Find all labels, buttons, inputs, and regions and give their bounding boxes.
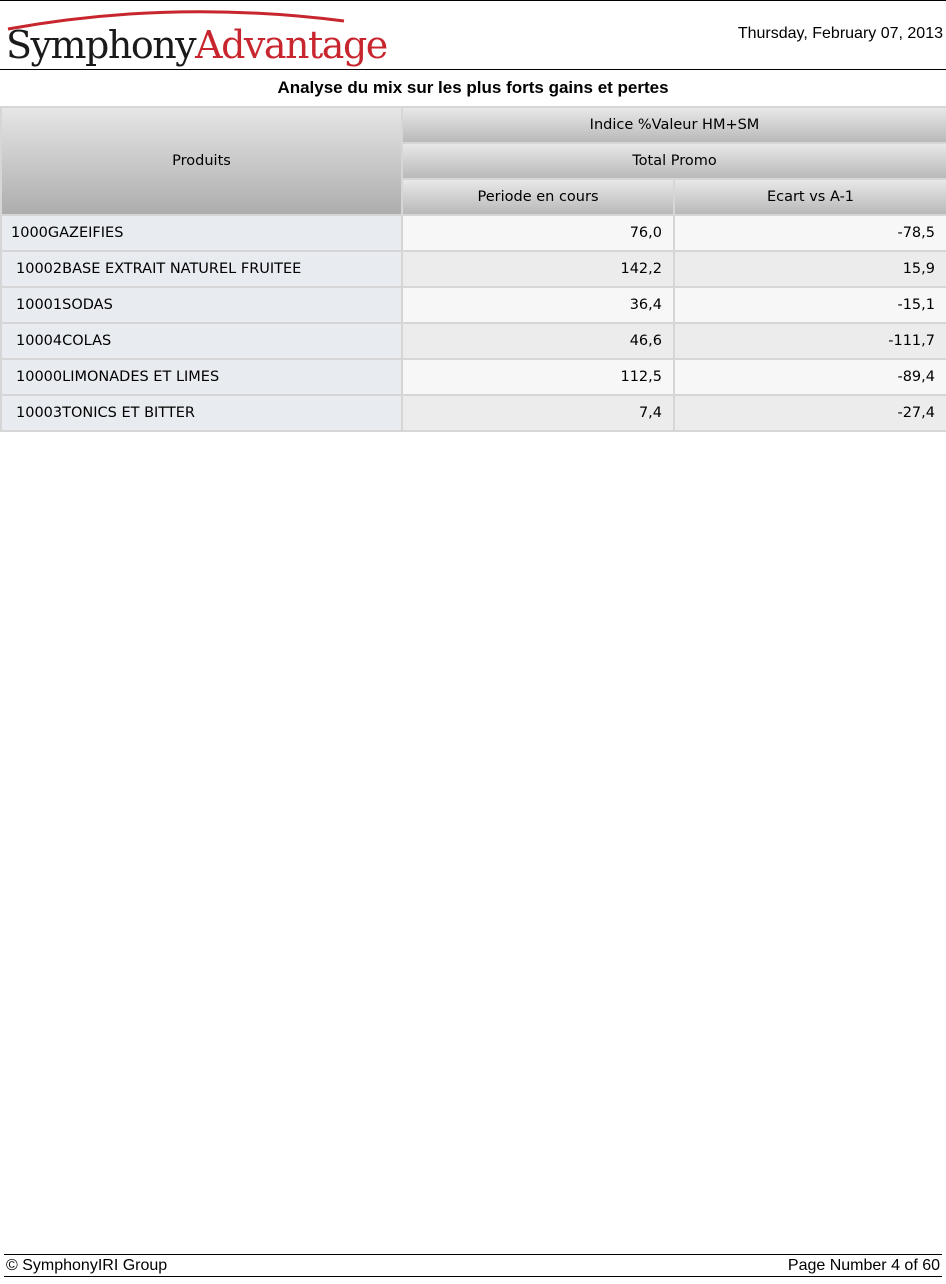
product-name: 10002BASE EXTRAIT NATUREL FRUITEE <box>0 250 403 288</box>
product-name: 10000LIMONADES ET LIMES <box>0 358 403 396</box>
ecart-value: -89,4 <box>673 358 946 396</box>
table-row: 10002BASE EXTRAIT NATUREL FRUITEE 142,2 … <box>0 250 946 288</box>
periode-value: 36,4 <box>401 286 675 324</box>
table-row: 10001SODAS 36,4 -15,1 <box>0 286 946 324</box>
copyright-notice: © SymphonyIRI Group <box>6 1257 168 1274</box>
ecart-value: -78,5 <box>673 214 946 252</box>
column-header-periode: Periode en cours <box>401 178 675 216</box>
logo-wordmark-advantage: Advantage <box>195 23 388 67</box>
product-name: 10003TONICS ET BITTER <box>0 394 403 432</box>
table-row: 10004COLAS 46,6 -111,7 <box>0 322 946 360</box>
group-header: Total Promo <box>401 142 946 180</box>
symphony-advantage-logo: SymphonyAdvantage <box>2 3 388 69</box>
periode-value: 142,2 <box>401 250 675 288</box>
logo-wordmark-symphony: Symphony <box>6 23 197 67</box>
table-row: 1000GAZEIFIES 76,0 -78,5 <box>0 214 946 252</box>
periode-value: 76,0 <box>401 214 675 252</box>
column-header-ecart: Ecart vs A-1 <box>673 178 946 216</box>
product-name: 1000GAZEIFIES <box>0 214 403 252</box>
page-footer: © SymphonyIRI Group Page Number 4 of 60 <box>4 1254 942 1277</box>
data-table: Produits Indice %Valeur HM+SM Total Prom… <box>0 106 946 432</box>
page-header: SymphonyAdvantage Thursday, February 07,… <box>0 0 946 70</box>
report-date: Thursday, February 07, 2013 <box>737 25 943 42</box>
periode-value: 7,4 <box>401 394 675 432</box>
periode-value: 46,6 <box>401 322 675 360</box>
logo-wordmark: SymphonyAdvantage <box>6 23 388 67</box>
report-title: Analyse du mix sur les plus forts gains … <box>277 78 669 97</box>
ecart-value: 15,9 <box>673 250 946 288</box>
ecart-value: -27,4 <box>673 394 946 432</box>
page-number: Page Number 4 of 60 <box>787 1257 940 1274</box>
ecart-value: -111,7 <box>673 322 946 360</box>
measure-header: Indice %Valeur HM+SM <box>401 106 946 144</box>
ecart-value: -15,1 <box>673 286 946 324</box>
periode-value: 112,5 <box>401 358 675 396</box>
row-header-produits: Produits <box>0 106 403 216</box>
table-row: 10003TONICS ET BITTER 7,4 -27,4 <box>0 394 946 432</box>
logo-arc-icon <box>7 10 345 31</box>
table-row: 10000LIMONADES ET LIMES 112,5 -89,4 <box>0 358 946 396</box>
product-name: 10001SODAS <box>0 286 403 324</box>
product-name: 10004COLAS <box>0 322 403 360</box>
